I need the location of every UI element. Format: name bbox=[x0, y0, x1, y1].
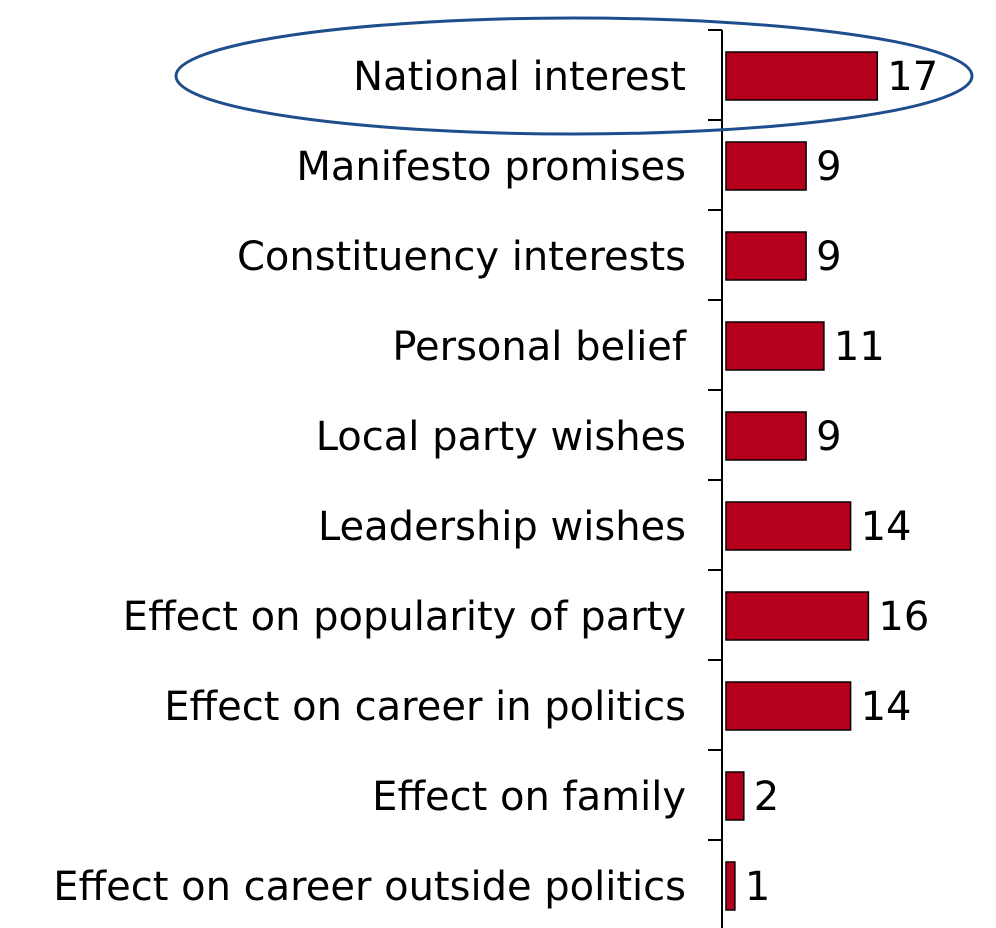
bar bbox=[725, 141, 807, 191]
category-label: Effect on career in politics bbox=[164, 684, 686, 730]
category-labels: National interest Manifesto promises Const… bbox=[53, 54, 687, 910]
value-label: 14 bbox=[861, 504, 912, 550]
category-label: Leadership wishes bbox=[318, 504, 686, 550]
bar bbox=[725, 771, 745, 821]
bar bbox=[725, 411, 807, 461]
value-label: 2 bbox=[754, 774, 779, 820]
value-label: 11 bbox=[834, 324, 885, 370]
value-label: 1 bbox=[745, 864, 770, 910]
category-label: Effect on career outside politics bbox=[53, 864, 686, 910]
category-label: Manifesto promises bbox=[296, 144, 686, 190]
value-label: 16 bbox=[878, 594, 929, 640]
category-label: Personal belief bbox=[392, 324, 687, 370]
category-label: Local party wishes bbox=[316, 414, 686, 460]
bars-group bbox=[725, 51, 879, 911]
value-label: 17 bbox=[887, 54, 938, 100]
bar bbox=[725, 51, 879, 101]
bar bbox=[725, 591, 870, 641]
value-label: 9 bbox=[816, 144, 841, 190]
bar bbox=[725, 681, 852, 731]
highlight-ellipse bbox=[174, 16, 974, 136]
bar bbox=[725, 231, 807, 281]
value-labels: 17 9 9 11 9 14 16 14 2 1 bbox=[745, 54, 938, 910]
category-label: Effect on popularity of party bbox=[123, 594, 686, 640]
value-label: 9 bbox=[816, 414, 841, 460]
value-label: 14 bbox=[861, 684, 912, 730]
category-label: Constituency interests bbox=[237, 234, 686, 280]
value-label: 9 bbox=[816, 234, 841, 280]
category-label: Effect on family bbox=[372, 774, 686, 820]
bar bbox=[725, 501, 852, 551]
bar bbox=[725, 321, 825, 371]
category-label: National interest bbox=[353, 54, 686, 100]
bar bbox=[725, 861, 736, 911]
axis-ticks bbox=[708, 29, 722, 841]
